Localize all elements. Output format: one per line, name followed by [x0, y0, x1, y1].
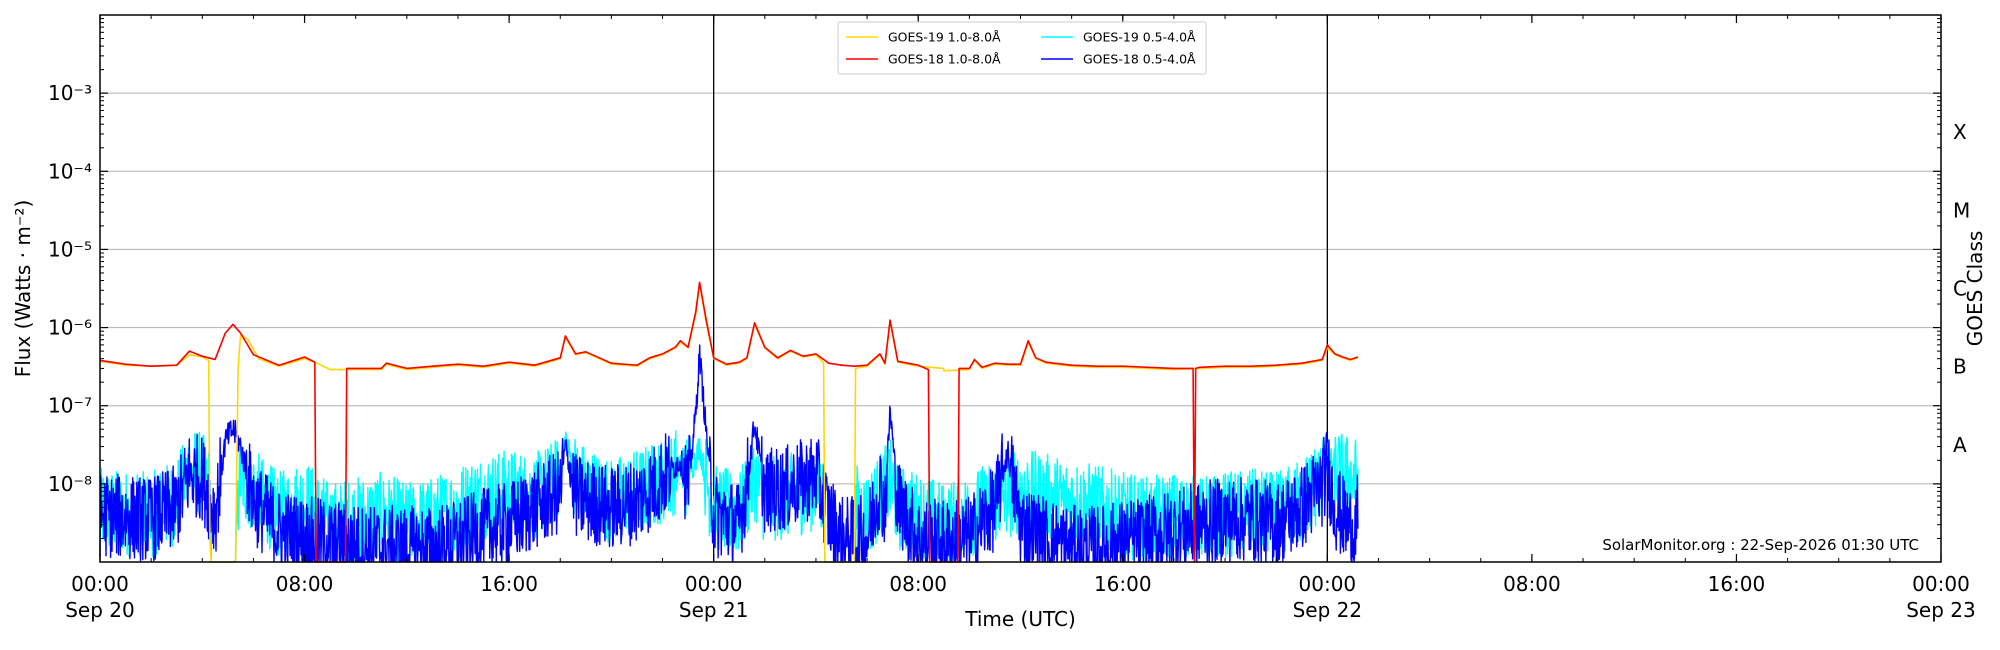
- x-tick-label: 00:00: [1912, 572, 1970, 596]
- legend-box: [837, 21, 1207, 75]
- y-tick-label: 10⁻⁶: [48, 316, 92, 340]
- goes-class-label: X: [1953, 120, 1967, 144]
- x-tick-label: 00:00: [1299, 572, 1357, 596]
- grid-lines: [100, 92, 1941, 485]
- x-tick-label: 16:00: [1708, 572, 1766, 596]
- x-tick-label: 16:00: [1094, 572, 1152, 596]
- legend: GOES-19 1.0-8.0Å GOES-19 0.5-4.0Å GOES-18 …: [837, 21, 1207, 75]
- goes-class-axis-title: GOES Class: [1963, 231, 1987, 347]
- goes-class-label: A: [1953, 433, 1967, 457]
- axis-ticks: [99, 15, 1942, 562]
- y-tick-label: 10⁻⁸: [48, 472, 92, 496]
- legend-label: GOES-19 1.0-8.0Å: [888, 30, 1001, 45]
- y-tick-label: 10⁻⁵: [48, 237, 92, 261]
- y-axis-title: Flux (Watts · m⁻²): [11, 200, 35, 378]
- y-tick-label: 10⁻⁴: [48, 159, 92, 183]
- goes-class-label: B: [1953, 355, 1967, 379]
- y-tick-label: 10⁻⁷: [48, 394, 92, 418]
- y-tick-label: 10⁻³: [48, 81, 92, 105]
- series-line-3: [99, 344, 1359, 563]
- x-tick-label: 00:00: [685, 572, 743, 596]
- x-tick-label: 08:00: [1503, 572, 1561, 596]
- x-tick-label: 00:00: [71, 572, 129, 596]
- x-tick-label: 08:00: [276, 572, 334, 596]
- goes-class-label: C: [1953, 277, 1967, 301]
- credit-text: SolarMonitor.org : 22-Sep-2026 01:30 UTC: [1602, 536, 1919, 554]
- x-tick-date-label: Sep 23: [1906, 598, 1976, 622]
- x-tick-date-label: Sep 20: [65, 598, 135, 622]
- legend-label: GOES-18 1.0-8.0Å: [888, 52, 1001, 67]
- x-tick-date-label: Sep 21: [679, 598, 749, 622]
- series-line-0: [99, 283, 1359, 563]
- x-tick-label: 08:00: [889, 572, 947, 596]
- legend-label: GOES-18 0.5-4.0Å: [1083, 52, 1196, 67]
- goes-class-label: M: [1953, 198, 1970, 222]
- x-axis-title: Time (UTC): [964, 607, 1076, 631]
- x-tick-date-label: Sep 22: [1293, 598, 1363, 622]
- legend-label: GOES-19 0.5-4.0Å: [1083, 30, 1196, 45]
- series-lines: [99, 281, 1359, 563]
- x-tick-label: 16:00: [480, 572, 538, 596]
